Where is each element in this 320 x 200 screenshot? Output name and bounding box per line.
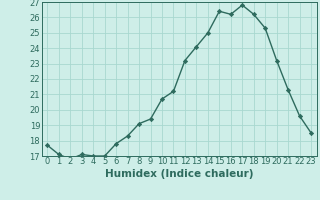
X-axis label: Humidex (Indice chaleur): Humidex (Indice chaleur) <box>105 169 253 179</box>
